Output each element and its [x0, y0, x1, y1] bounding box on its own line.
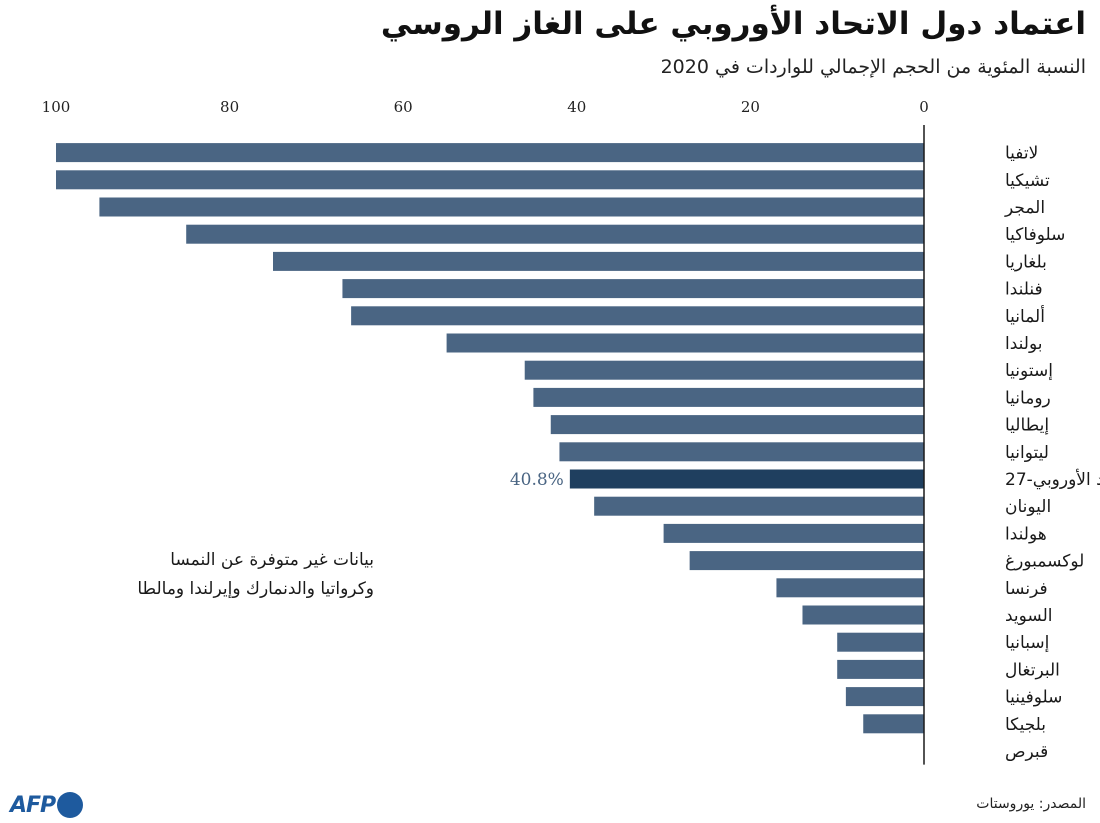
category-label: بولندا — [1005, 334, 1042, 354]
chart-subtitle: النسبة المئوية من الحجم الإجمالي للواردا… — [660, 56, 1086, 78]
bar — [186, 224, 924, 244]
category-label: بلغاريا — [1005, 252, 1047, 272]
x-tick-label: 40 — [567, 98, 586, 116]
afp-logo: AFP — [10, 792, 84, 818]
category-label: الاتحاد الأوروبي-27 — [1005, 469, 1100, 490]
x-tick-label: 100 — [42, 98, 71, 116]
category-label: ليتوانيا — [1005, 443, 1049, 463]
logo-text: AFP — [10, 792, 56, 818]
bar — [533, 387, 924, 407]
category-label: ألمانيا — [1005, 305, 1045, 327]
highlight-value-label: 40.8% — [510, 470, 564, 490]
bar — [524, 360, 924, 380]
category-label: لاتفيا — [1005, 144, 1038, 164]
source-credit: المصدر: يوروستات — [976, 796, 1086, 812]
bar — [863, 714, 924, 734]
category-label: السويد — [1005, 606, 1053, 626]
category-label: قبرص — [1005, 742, 1048, 762]
bar — [837, 659, 924, 679]
category-label: فرنسا — [1005, 579, 1048, 599]
bar — [689, 551, 924, 571]
category-label: إسبانيا — [1005, 633, 1049, 653]
bar — [342, 279, 924, 299]
bar — [56, 143, 924, 163]
x-tick-label: 0 — [919, 98, 929, 116]
x-tick-label: 80 — [220, 98, 239, 116]
bar — [663, 523, 924, 543]
category-label: هولندا — [1005, 524, 1047, 544]
logo-dot-icon — [57, 792, 84, 818]
bar — [56, 170, 924, 190]
bar — [550, 415, 924, 435]
bar — [837, 632, 924, 652]
bar — [351, 306, 924, 326]
category-label: إيطاليا — [1005, 416, 1049, 436]
x-tick-label: 60 — [394, 98, 413, 116]
category-label: إستونيا — [1005, 361, 1053, 381]
category-label: رومانيا — [1005, 388, 1051, 408]
category-label: المجر — [1004, 198, 1045, 218]
bar — [99, 197, 924, 217]
bar — [802, 605, 924, 625]
category-label: لوكسمبورغ — [1005, 552, 1084, 572]
category-label: تشيكيا — [1005, 171, 1050, 191]
chart-title: اعتماد دول الاتحاد الأوروبي على الغاز ال… — [380, 6, 1086, 42]
bar — [594, 496, 924, 516]
bar — [273, 251, 924, 271]
category-label: سلوفينيا — [1005, 688, 1062, 708]
category-label: فنلندا — [1005, 280, 1043, 300]
bar-highlight — [569, 469, 924, 489]
category-label: سلوفاكيا — [1005, 225, 1065, 245]
bar — [559, 442, 924, 462]
category-label: بلجيكا — [1005, 715, 1046, 735]
bar — [446, 333, 924, 353]
bar — [845, 687, 924, 707]
category-label: اليونان — [1005, 497, 1051, 517]
bar — [776, 578, 924, 598]
x-tick-label: 20 — [741, 98, 760, 116]
category-label: البرتغال — [1005, 660, 1060, 680]
missing-data-note: بيانات غير متوفرة عن النمسا وكرواتيا وال… — [137, 550, 374, 599]
